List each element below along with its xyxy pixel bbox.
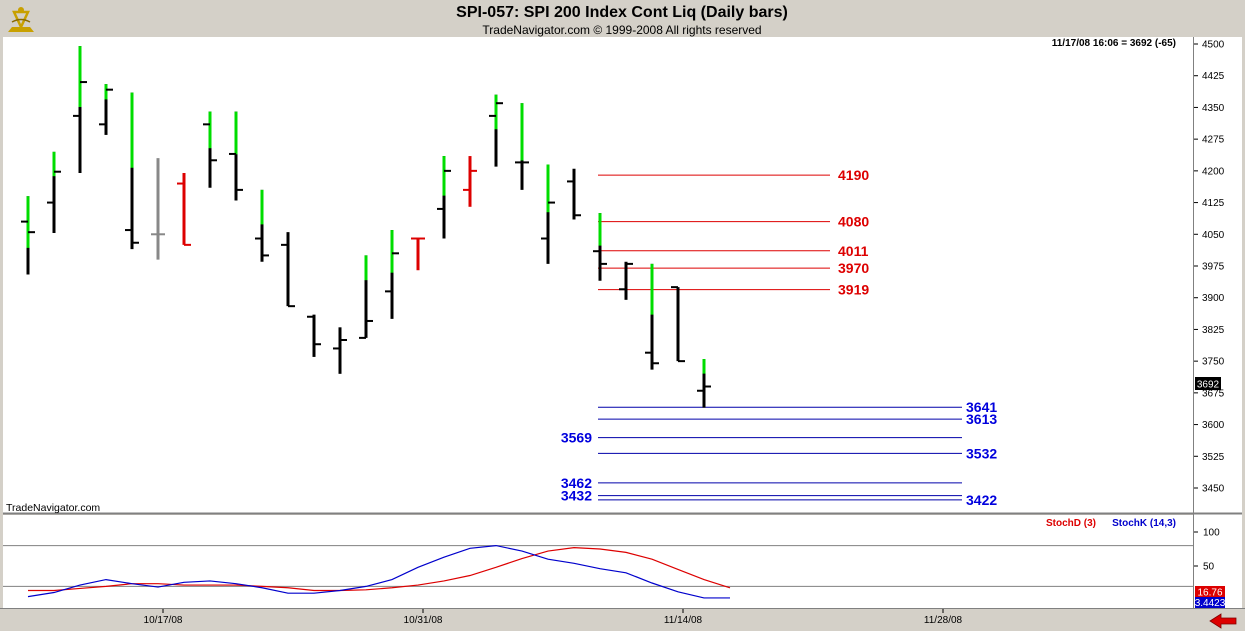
price-axis-panel <box>1194 37 1242 608</box>
oscillator-tick-label: 50 <box>1203 562 1215 573</box>
level-label: 4190 <box>838 167 869 183</box>
last-price-tag <box>1195 377 1221 390</box>
header-bar <box>0 0 1245 37</box>
price-tick-label: 3825 <box>1202 325 1225 336</box>
level-label: 3462 <box>561 475 592 491</box>
level-label: 3432 <box>561 488 592 504</box>
price-axis: 4500 4425 4350 4275 4200 4125 4050 3975 3900 3825… <box>1194 40 1225 495</box>
price-tick-label: 4425 <box>1202 71 1225 82</box>
price-tick-label: 3900 <box>1202 293 1225 304</box>
level-label: 3532 <box>966 445 997 461</box>
price-panel <box>3 37 1193 513</box>
stochk-value-tag <box>1195 597 1225 608</box>
price-tick-label: 4200 <box>1202 166 1225 177</box>
price-tick-label: 3675 <box>1202 388 1225 399</box>
price-tick-label: 4050 <box>1202 230 1225 241</box>
stochd-value: 16.76 <box>1197 588 1222 599</box>
sextant-logo-icon[interactable] <box>8 7 34 32</box>
date-tick-label: 10/31/08 <box>404 615 443 626</box>
watermark: TradeNavigator.com <box>6 502 100 514</box>
price-tick-label: 3750 <box>1202 357 1225 368</box>
stochk-value: 3.4423 <box>1195 598 1226 609</box>
level-label: 3422 <box>966 492 997 508</box>
price-tick-label: 4350 <box>1202 103 1225 114</box>
date-tick-label: 10/17/08 <box>144 615 183 626</box>
stochk-line <box>27 544 730 599</box>
level-label: 3970 <box>838 260 869 276</box>
scroll-left-arrow-icon[interactable] <box>1209 613 1237 629</box>
price-tick-label: 4500 <box>1202 40 1225 51</box>
status-readout: 11/17/08 16:06 = 3692 (-65) <box>1052 38 1176 49</box>
date-tick-label: 11/14/08 <box>664 615 703 626</box>
price-tick-label: 3975 <box>1202 262 1225 273</box>
last-price-label: 3692 <box>1197 380 1220 391</box>
stochastic-oscillator: 100 50 <box>3 528 1220 599</box>
level-label: 3641 <box>966 399 997 415</box>
oscillator-panel <box>3 515 1193 608</box>
oscillator-tick-label: 100 <box>1203 528 1220 539</box>
level-label: 3919 <box>838 282 869 298</box>
level-label: 4011 <box>838 243 869 259</box>
price-tick-label: 3525 <box>1202 452 1225 463</box>
date-tick-label: 11/28/08 <box>924 615 963 626</box>
chart-subtitle: TradeNavigator.com © 1999-2008 All right… <box>482 23 761 37</box>
stochd-value-tag <box>1195 586 1225 598</box>
date-axis-panel <box>0 609 1245 631</box>
level-label: 3613 <box>966 411 997 427</box>
legend-stochk: StochK (14,3) <box>1112 518 1176 529</box>
ohlc-bars <box>21 46 711 408</box>
chart-title: SPI-057: SPI 200 Index Cont Liq (Daily b… <box>456 4 788 21</box>
price-tick-label: 4125 <box>1202 198 1225 209</box>
stochd-line <box>28 547 731 592</box>
price-tick-label: 3600 <box>1202 420 1225 431</box>
date-axis: 10/17/08 10/31/08 11/14/08 11/28/08 <box>144 609 963 626</box>
legend-stochd: StochD (3) <box>1046 518 1096 529</box>
level-label: 4080 <box>838 214 869 230</box>
price-tick-label: 4275 <box>1202 135 1225 146</box>
price-tick-label: 3450 <box>1202 484 1225 495</box>
level-label: 3569 <box>561 430 592 446</box>
